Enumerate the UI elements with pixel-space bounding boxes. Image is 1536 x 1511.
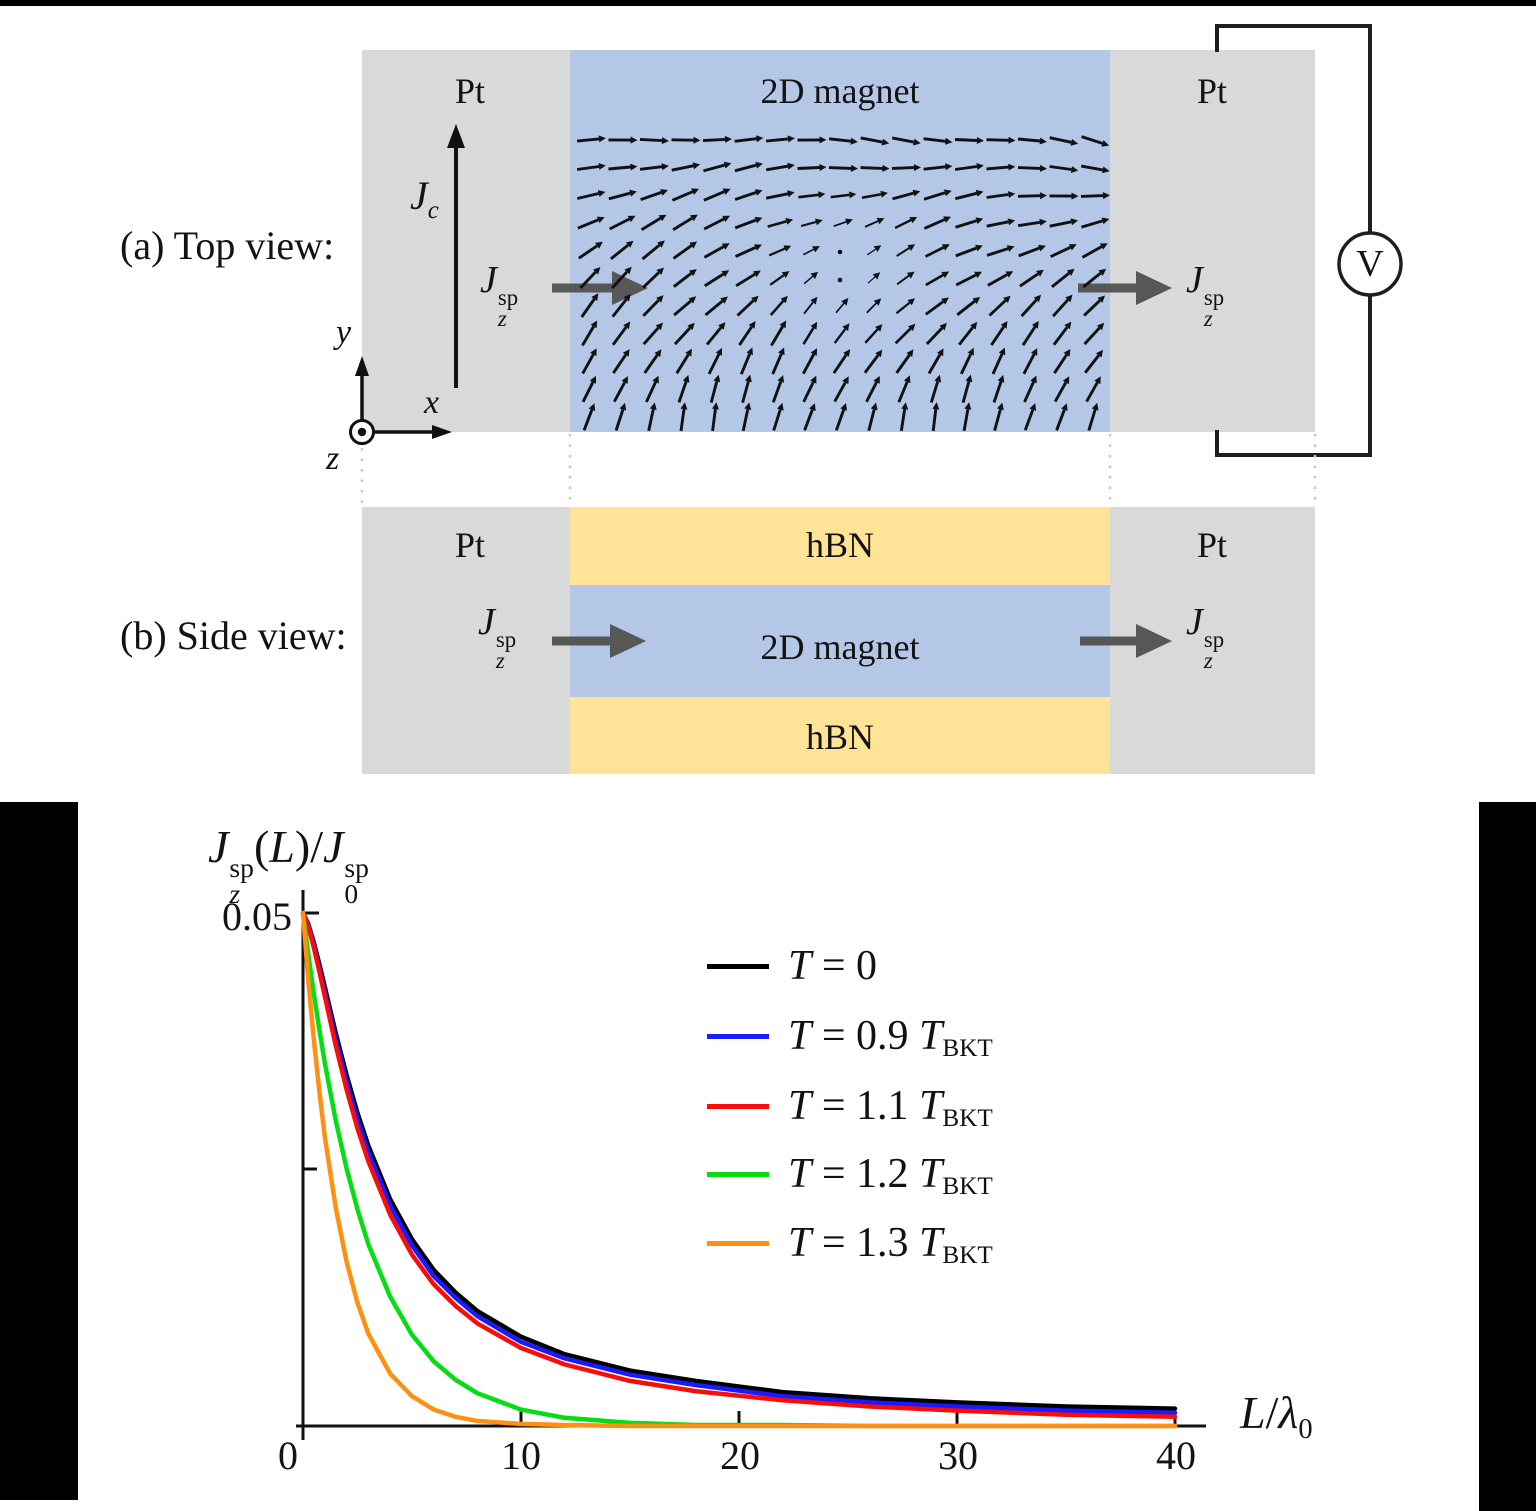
- axis-label-x: x: [424, 384, 440, 421]
- xtick-20: 20: [720, 1433, 760, 1478]
- pt-label-topview-right: Pt: [1196, 71, 1228, 111]
- legend-line-t11: [707, 1104, 769, 1109]
- curve-1.2: [300, 910, 1178, 1429]
- top-black-strip: [0, 0, 1536, 6]
- legend-line-t0: [707, 964, 769, 969]
- alignment-guides: [360, 434, 1317, 505]
- magnet-label-topview: 2D magnet: [760, 71, 920, 111]
- topview-pt-left: [362, 50, 570, 432]
- legend-entry-t12: T = 1.2 TBKT: [788, 1151, 993, 1201]
- hbn-label-top: hBN: [805, 525, 874, 565]
- legend-line-t12: [707, 1172, 769, 1177]
- hbn-label-bottom: hBN: [805, 717, 874, 757]
- voltmeter-label: V: [1356, 243, 1384, 285]
- xtick-10: 10: [501, 1433, 541, 1478]
- curve-1.1: [300, 910, 1178, 1420]
- caption-top-view: (a) Top view:: [120, 223, 335, 268]
- xtick-30: 30: [938, 1433, 978, 1478]
- pt-label-topview-left: Pt: [454, 71, 486, 111]
- left-black-bar: [0, 802, 78, 1500]
- axis-label-y: y: [336, 314, 352, 351]
- legend-entry-t11: T = 1.1 TBKT: [788, 1083, 993, 1133]
- legend-line-t09: [707, 1034, 769, 1039]
- xtick-40: 40: [1156, 1433, 1196, 1478]
- plot-xlabel: L/λ0: [1240, 1387, 1313, 1446]
- pt-label-sideview-right: Pt: [1196, 525, 1228, 565]
- caption-side-view: (b) Side view:: [120, 613, 347, 658]
- sideview-pt-left: [362, 507, 570, 774]
- legend-entry-t13: T = 1.3 TBKT: [788, 1220, 993, 1270]
- sideview-2d-magnet: [570, 585, 1110, 697]
- magnet-label-sideview: 2D magnet: [760, 627, 920, 667]
- legend-entry-t0: T = 0: [788, 943, 878, 989]
- curve-0: [300, 910, 1178, 1411]
- curve-0.9: [300, 910, 1178, 1415]
- right-black-bar: [1479, 802, 1536, 1511]
- plot-axes: [296, 890, 1206, 1440]
- jc-label: Jc: [410, 173, 439, 224]
- axis-label-z: z: [326, 440, 340, 477]
- sideview-hbn-top: [570, 507, 1110, 585]
- pt-label-sideview-left: Pt: [454, 525, 486, 565]
- xtick-0: 0: [278, 1433, 298, 1478]
- legend-line-t13: [707, 1241, 769, 1246]
- sideview-hbn-bottom: [570, 697, 1110, 774]
- ytick-005: 0.05: [222, 894, 292, 939]
- plot-curves: [300, 910, 1178, 1429]
- legend-entry-t09: T = 0.9 TBKT: [788, 1013, 993, 1063]
- curve-1.3: [300, 910, 1178, 1429]
